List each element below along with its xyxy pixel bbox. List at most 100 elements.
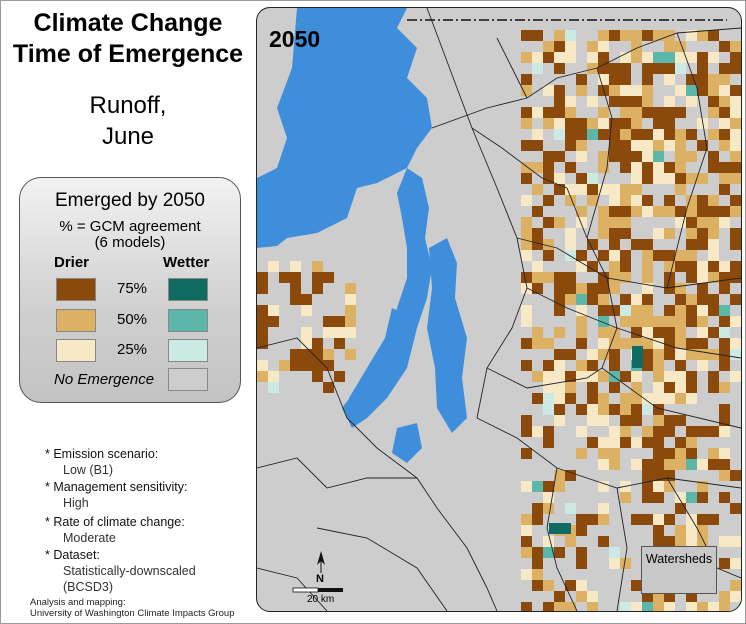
grid-cell <box>609 63 620 74</box>
grid-cell <box>565 536 576 547</box>
grid-cell <box>675 503 686 514</box>
grid-cell <box>543 85 554 96</box>
grid-cell <box>730 338 741 349</box>
note-rate-value: Moderate <box>63 531 116 545</box>
grid-cell <box>554 481 565 492</box>
grid-cell <box>653 602 664 611</box>
grid-cell <box>532 514 543 525</box>
grid-cell <box>532 228 543 239</box>
grid-cell <box>576 283 587 294</box>
grid-cell <box>532 393 543 404</box>
grid-cell <box>686 371 697 382</box>
grid-cell <box>664 118 675 129</box>
grid-cell <box>664 514 675 525</box>
grid-cell <box>631 151 642 162</box>
grid-cell <box>257 272 268 283</box>
note-dataset-code: (BCSD3) <box>63 580 114 594</box>
grid-cell <box>521 140 532 151</box>
grid-cell <box>697 228 708 239</box>
grid-cell <box>565 107 576 118</box>
grid-cell <box>290 272 301 283</box>
grid-cell <box>554 41 565 52</box>
grid-cell <box>598 316 609 327</box>
grid-cell <box>312 360 323 371</box>
grid-cell <box>708 294 719 305</box>
grid-cell <box>675 437 686 448</box>
grid-cell <box>532 547 543 558</box>
grid-cell <box>719 63 730 74</box>
grid-cell <box>554 382 565 393</box>
grid-cell <box>554 404 565 415</box>
grid-cell <box>708 52 719 63</box>
grid-cell <box>345 283 356 294</box>
grid-cell <box>609 305 620 316</box>
grid-cell <box>631 184 642 195</box>
grid-cell <box>576 404 587 415</box>
grid-cell <box>697 305 708 316</box>
grid-cell <box>631 294 642 305</box>
grid-cell <box>686 426 697 437</box>
grid-cell <box>664 63 675 74</box>
grid-cell <box>609 459 620 470</box>
grid-cell <box>708 602 719 611</box>
grid-cell <box>587 514 598 525</box>
grid-cell <box>334 316 345 327</box>
note-rate-label: * Rate of climate change: <box>45 515 185 529</box>
grid-cell <box>620 140 631 151</box>
grid-cell <box>554 96 565 107</box>
grid-cell <box>587 349 598 360</box>
map-canvas <box>257 8 741 611</box>
grid-cell <box>576 426 587 437</box>
grid-cell <box>565 162 576 173</box>
grid-cell <box>697 85 708 96</box>
month-label: June <box>101 123 155 150</box>
grid-cell <box>554 63 565 74</box>
grid-cell <box>554 371 565 382</box>
grid-cell <box>301 327 312 338</box>
grid-cell <box>532 162 543 173</box>
grid-cell <box>587 283 598 294</box>
grid-cell <box>697 283 708 294</box>
grid-cell <box>697 74 708 85</box>
grid-cell <box>620 404 631 415</box>
grid-cell <box>708 272 719 283</box>
grid-cell <box>532 338 543 349</box>
grid-cell <box>543 272 554 283</box>
grid-cell <box>686 228 697 239</box>
credit-line-2: University of Washington Climate Impacts… <box>30 608 235 619</box>
grid-cell <box>708 129 719 140</box>
grid-cell <box>565 283 576 294</box>
grid-cell <box>521 547 532 558</box>
grid-cell <box>642 261 653 272</box>
grid-cell <box>675 173 686 184</box>
grid-cell <box>708 206 719 217</box>
grid-cell <box>730 294 741 305</box>
grid-cell <box>598 371 609 382</box>
grid-cell <box>653 514 664 525</box>
grid-cell <box>609 195 620 206</box>
grid-cell <box>664 459 675 470</box>
grid-cell <box>620 107 631 118</box>
grid-cell <box>290 349 301 360</box>
grid-cell <box>653 349 664 360</box>
grid-cell <box>554 184 565 195</box>
grid-cell <box>587 118 598 129</box>
grid-cell <box>521 305 532 316</box>
watersheds-label: Watersheds <box>645 552 713 566</box>
grid-cell <box>653 536 664 547</box>
grid-cell <box>587 96 598 107</box>
legend-subtitle: % = GCM agreement <box>59 218 201 235</box>
grid-cell <box>576 448 587 459</box>
grid-cell <box>675 283 686 294</box>
grid-cell <box>642 30 653 41</box>
grid-cell <box>730 140 741 151</box>
grid-cell <box>543 217 554 228</box>
grid-cell <box>554 393 565 404</box>
grid-cell <box>642 140 653 151</box>
grid-cell <box>554 129 565 140</box>
grid-cell <box>598 151 609 162</box>
grid-cell <box>664 96 675 107</box>
grid-cell <box>686 217 697 228</box>
grid-cell <box>686 349 697 360</box>
grid-cell <box>565 272 576 283</box>
